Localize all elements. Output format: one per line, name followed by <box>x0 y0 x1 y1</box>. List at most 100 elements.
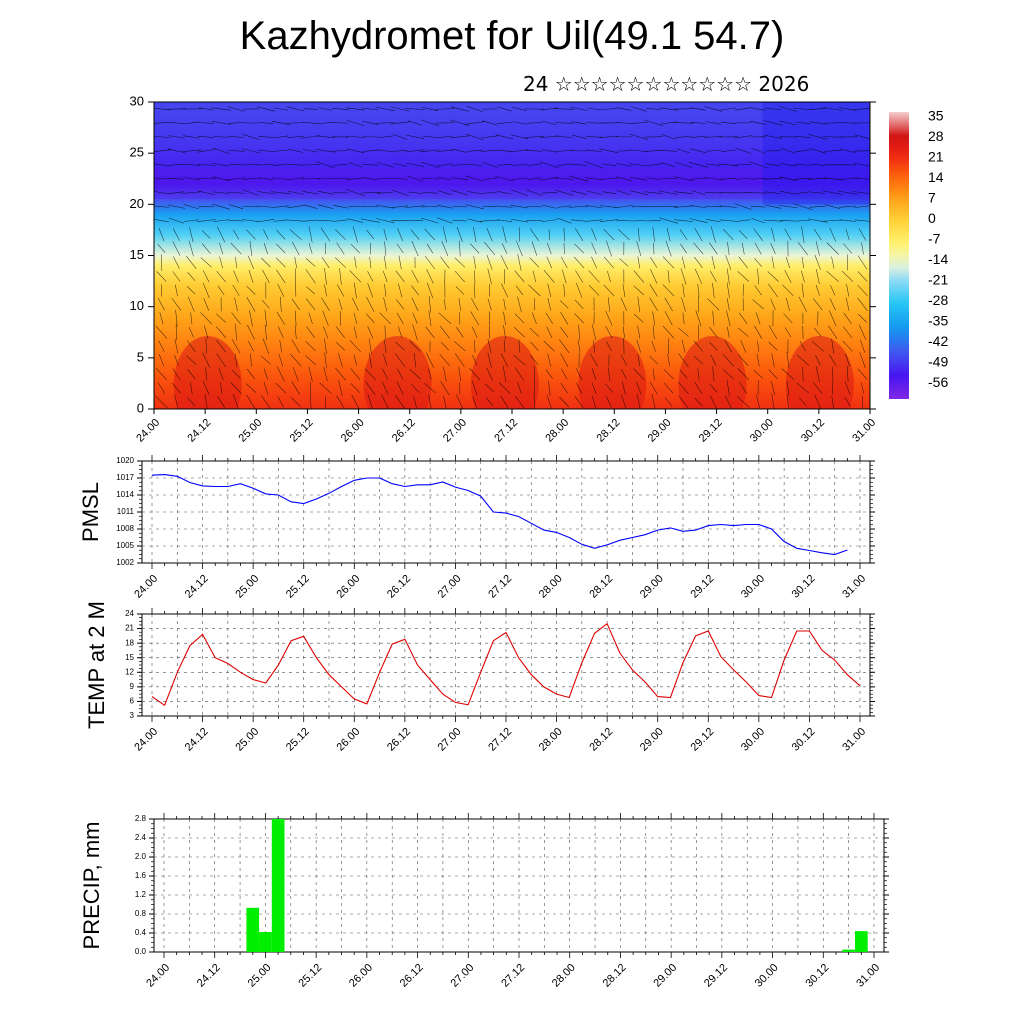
x-tick-label: 28.00 <box>537 573 565 601</box>
grid <box>142 614 870 716</box>
x-tick-label: 28.12 <box>601 962 629 990</box>
y-tick-label: 3 <box>130 711 135 720</box>
colorbar-label: 7 <box>928 190 936 206</box>
colorbar-label: -49 <box>928 354 948 370</box>
y-axis-label: PMSL <box>78 482 103 542</box>
x-tick-label: 29.12 <box>689 726 717 754</box>
heatmap-field <box>154 102 870 409</box>
x-tick-label: 26.00 <box>335 573 363 601</box>
x-tick-label: 28.00 <box>550 962 578 990</box>
x-tick-label: 27.00 <box>436 573 464 601</box>
x-tick-label: 29.00 <box>638 726 666 754</box>
y-tick-label: 9 <box>130 682 135 691</box>
x-tick-label: 28.12 <box>587 573 615 601</box>
x-tick-label: 28.12 <box>595 417 623 445</box>
x-tick-label: 31.00 <box>840 573 868 601</box>
colorbar-label: -28 <box>928 292 948 308</box>
y-tick-label: 1020 <box>116 456 134 465</box>
x-tick-label: 30.12 <box>804 962 832 990</box>
x-tick-label: 26.00 <box>339 417 367 445</box>
cold-band <box>154 168 870 200</box>
x-tick-label: 26.12 <box>385 573 413 601</box>
x-tick-label: 24.12 <box>195 962 223 990</box>
x-tick-label: 25.12 <box>296 962 324 990</box>
temperature-cross-section-panel: 0 5 10 15 20 25 30 24.00 24.12 25.00 25.12 26.00 26.… <box>130 93 879 444</box>
y-tick-label: 10 <box>130 298 144 313</box>
y-tick-label: 15 <box>130 247 144 262</box>
x-tick-label: 26.12 <box>385 726 413 754</box>
y-axis-label: PRECIP, mm <box>79 822 104 950</box>
y-tick-label: 18 <box>125 638 134 647</box>
x-tick-label: 25.12 <box>288 417 316 445</box>
y-tick-label: 21 <box>125 624 134 633</box>
x-tick-label: 25.12 <box>284 726 312 754</box>
y-tick-label: 0.8 <box>135 909 147 918</box>
chart-subtitle: 24 ☆☆☆☆☆☆☆☆☆☆☆ 2026 <box>523 72 810 96</box>
x-tick-label: 29.00 <box>638 573 666 601</box>
y-tick-label: 1011 <box>117 507 135 516</box>
x-tick-label: 25.00 <box>233 573 261 601</box>
x-tick-label: 30.12 <box>790 573 818 601</box>
x-tick-label: 25.00 <box>233 726 261 754</box>
y-tick-label: 0 <box>137 400 144 415</box>
grid <box>142 461 870 563</box>
colorbar-label: 28 <box>928 128 944 144</box>
wind-vector-lines <box>154 105 870 409</box>
precip-bar <box>842 949 855 952</box>
x-tick-label: 30.00 <box>753 962 781 990</box>
x-tick-label: 27.00 <box>449 962 477 990</box>
y-tick-label: 1002 <box>116 558 134 567</box>
x-tick-label: 26.00 <box>335 726 363 754</box>
y-tick-label: 1005 <box>116 541 134 550</box>
colorbar-label: 21 <box>928 149 944 165</box>
precip-panel: 0.0 0.4 0.8 1.2 1.6 2.0 2.4 2.8 24.00 24.12 25.00 2… <box>79 813 889 990</box>
colorbar-label: -7 <box>928 231 941 247</box>
colorbar-label: 0 <box>928 210 936 226</box>
y-tick-label: 6 <box>130 697 135 706</box>
y-tick-label: 1017 <box>116 473 134 482</box>
x-tick-label: 30.12 <box>790 726 818 754</box>
x-tick-label: 26.12 <box>398 962 426 990</box>
x-tick-label: 27.00 <box>436 726 464 754</box>
y-tick-label: 1.2 <box>135 890 147 899</box>
x-tick-label: 24.00 <box>134 417 162 445</box>
x-tick-label: 24.00 <box>144 962 172 990</box>
colorbar-scale <box>889 112 909 399</box>
x-tick-label: 24.12 <box>183 573 211 601</box>
y-tick-label: 1014 <box>116 490 134 499</box>
x-tick-label: 31.00 <box>840 726 868 754</box>
y-tick-label: 30 <box>130 93 144 108</box>
colorbar-label: -14 <box>928 251 948 267</box>
y-tick-label: 15 <box>125 653 134 662</box>
y-tick-label: 12 <box>125 667 134 676</box>
x-tick-label: 30.00 <box>739 573 767 601</box>
temp-2m-panel: 3 6 9 12 15 18 21 24 24.00 24.12 25.00 25.12 26.00 26… <box>84 601 875 754</box>
colorbar-label: 14 <box>928 169 944 185</box>
x-tick-label: 26.00 <box>347 962 375 990</box>
precip-bar <box>855 931 868 952</box>
x-tick-label: 27.12 <box>486 726 514 754</box>
y-tick-label: 1008 <box>116 524 134 533</box>
warm-blob <box>470 336 539 409</box>
x-tick-label: 25.00 <box>237 417 265 445</box>
x-tick-label: 29.12 <box>697 417 725 445</box>
x-tick-label: 25.12 <box>284 573 312 601</box>
colorbar: 35 28 21 14 7 0 -7 -14 -21 -28 -35 -42 -49 -56 <box>889 108 948 399</box>
warm-blob <box>785 336 854 409</box>
x-tick-label: 25.00 <box>246 962 274 990</box>
wind-vectors <box>154 105 870 409</box>
x-tick-label: 26.12 <box>390 417 418 445</box>
precip-bar <box>246 907 260 952</box>
x-tick-label: 24.00 <box>132 573 160 601</box>
y-tick-label: 2.4 <box>135 833 147 842</box>
series-line <box>151 622 861 707</box>
y-tick-label: 0.4 <box>135 928 147 937</box>
x-tick-label: 30.12 <box>799 417 827 445</box>
colorbar-label: -42 <box>928 333 948 349</box>
x-tick-label: 24.12 <box>183 726 211 754</box>
y-tick-label: 2.0 <box>135 852 147 861</box>
x-tick-label: 27.12 <box>492 417 520 445</box>
x-tick-label: 29.00 <box>651 962 679 990</box>
x-tick-label: 24.00 <box>132 726 160 754</box>
